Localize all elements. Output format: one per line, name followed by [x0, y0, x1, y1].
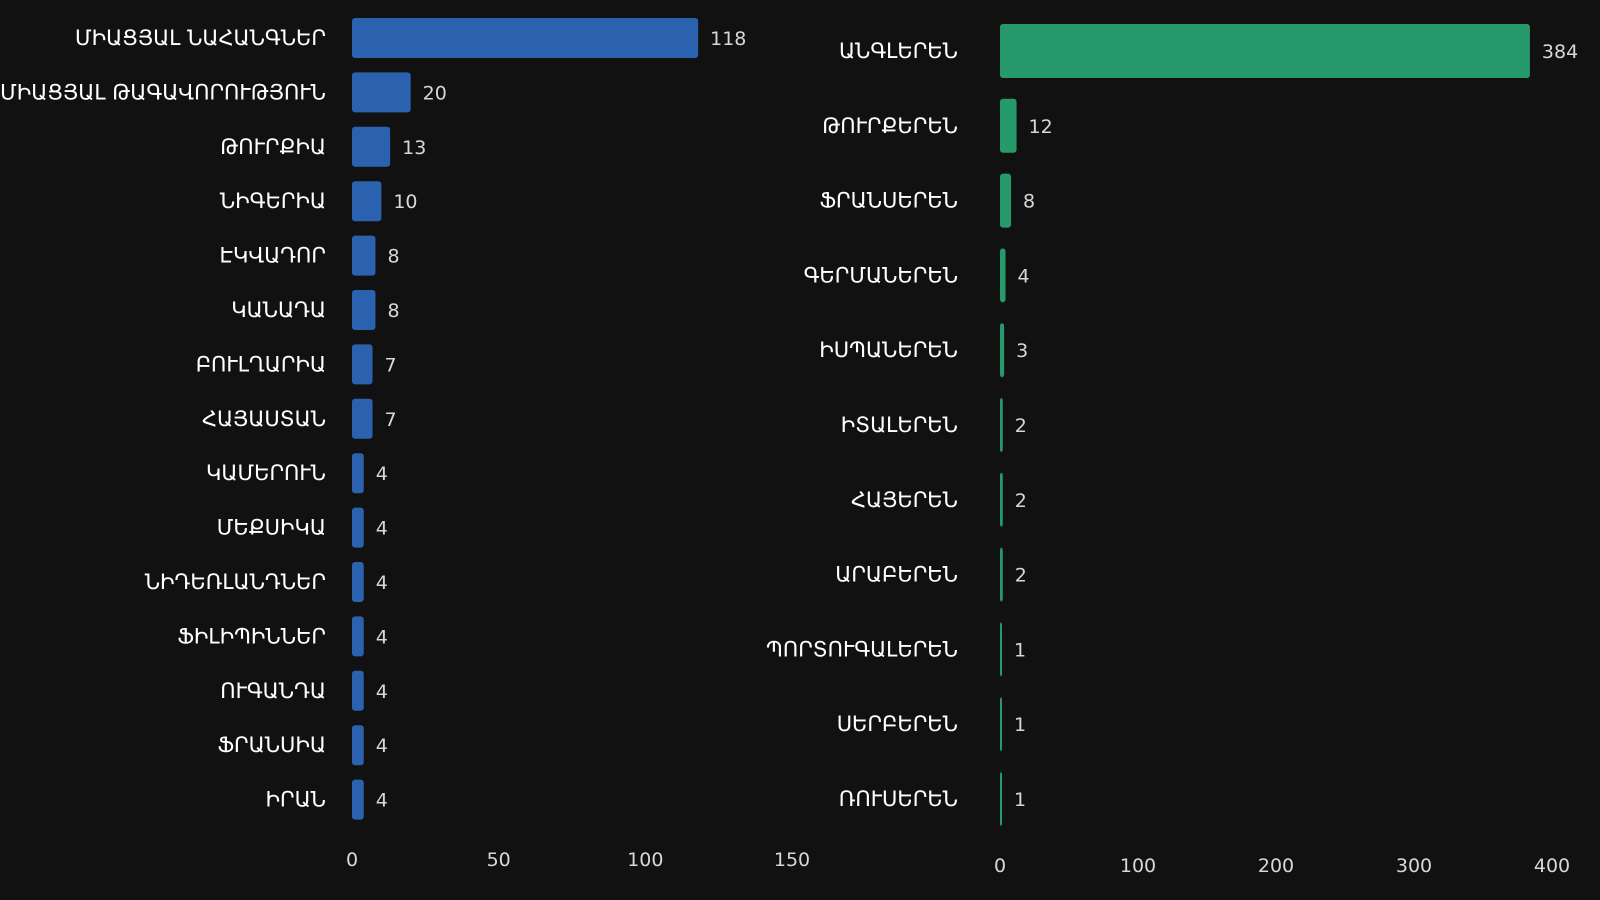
country-value-label: 7	[385, 354, 397, 376]
country-label: ՖԻԼԻՊԻՆՆԵՐ	[177, 624, 326, 648]
country-bar	[352, 398, 373, 439]
x-tick-label: 200	[1258, 855, 1294, 877]
country-bar	[352, 670, 364, 711]
language-value-label: 2	[1015, 565, 1027, 587]
country-label: ՈՒԳԱՆԴԱ	[220, 679, 326, 703]
country-bar	[352, 126, 391, 167]
country-bar	[352, 725, 364, 766]
language-value-label: 3	[1016, 340, 1028, 362]
country-label: ԲՈՒԼՂԱՐԻԱ	[196, 352, 326, 376]
country-bar	[352, 290, 376, 330]
country-value-label: 4	[376, 790, 388, 812]
x-tick-label: 100	[1120, 855, 1156, 877]
country-value-label: 4	[376, 626, 388, 648]
language-bar	[1000, 24, 1530, 78]
language-value-label: 4	[1018, 265, 1030, 287]
language-bar	[1000, 98, 1017, 153]
country-bar	[352, 562, 364, 602]
country-value-label: 10	[393, 191, 417, 213]
country-bar	[352, 507, 364, 548]
country-bar	[352, 779, 364, 820]
x-tick-label: 0	[346, 849, 358, 871]
country-label: ՖՐԱՆՍԻԱ	[217, 733, 326, 757]
language-label: ՍԵՐԲԵՐԵՆ	[837, 712, 958, 736]
x-tick-label: 400	[1534, 855, 1570, 877]
country-label: ՄԻԱՑՅԱԼ ՆԱՀԱՆԳՆԵՐ	[75, 26, 326, 50]
language-value-label: 384	[1542, 41, 1578, 63]
language-bar	[1000, 398, 1003, 452]
language-bar	[1000, 248, 1006, 303]
country-bar	[352, 235, 376, 276]
country-label: ԿԱՄԵՐՈՒՆ	[206, 461, 326, 485]
country-label: ՄԵՔՍԻԿԱ	[217, 516, 326, 540]
country-value-label: 8	[387, 300, 399, 322]
country-value-label: 7	[385, 409, 397, 431]
language-label: ՌՈՒՍԵՐԵՆ	[839, 787, 958, 811]
country-label: ՆԻԴԵՌԼԱՆԴՆԵՐ	[145, 570, 326, 594]
language-bar	[1000, 173, 1012, 228]
language-value-label: 1	[1014, 639, 1026, 661]
x-tick-label: 300	[1396, 855, 1432, 877]
language-value-label: 2	[1015, 415, 1027, 437]
country-value-label: 4	[376, 463, 388, 485]
language-value-label: 2	[1015, 490, 1027, 512]
country-value-label: 13	[402, 137, 426, 159]
x-tick-label: 0	[994, 855, 1006, 877]
language-bar	[1000, 472, 1003, 527]
language-bar	[1000, 323, 1005, 378]
x-tick-label: 100	[627, 849, 663, 871]
language-bar	[1000, 622, 1002, 677]
country-label: ԿԱՆԱԴԱ	[231, 298, 326, 322]
country-bar	[352, 453, 364, 494]
language-label: ՊՈՐՏՈՒԳԱԼԵՐԵՆ	[766, 637, 958, 661]
language-value-label: 8	[1023, 191, 1035, 213]
language-value-label: 1	[1014, 789, 1026, 811]
language-label: ՖՐԱՆՍԵՐԵՆ	[819, 189, 958, 213]
country-label: ԷԿՎԱԴՈՐ	[220, 244, 327, 268]
language-label: ՀԱՅԵՐԵՆ	[851, 488, 958, 512]
country-value-label: 8	[387, 246, 399, 268]
language-bar	[1000, 697, 1002, 752]
language-label: ԱՐԱԲԵՐԵՆ	[835, 563, 958, 587]
language-bar	[1000, 547, 1003, 602]
country-value-label: 4	[376, 681, 388, 703]
language-label: ԱՆԳԼԵՐԵՆ	[839, 39, 958, 63]
country-bar	[352, 72, 411, 113]
country-value-label: 20	[423, 82, 447, 104]
country-label: ՄԻԱՑՅԱԼ ԹԱԳԱՎՈՐՈՒԹՅՈՒՆ	[0, 80, 326, 104]
language-label: ԳԵՐՄԱՆԵՐԵՆ	[804, 263, 958, 287]
countries-bar-chart: ՄԻԱՑՅԱԼ ՆԱՀԱՆԳՆԵՐ 118 ՄԻԱՑՅԱԼ ԹԱԳԱՎՈՐՈՒԹՅՈ…	[0, 18, 810, 871]
country-value-label: 118	[710, 28, 746, 50]
language-value-label: 12	[1029, 116, 1053, 138]
language-bar	[1000, 772, 1002, 826]
language-value-label: 1	[1014, 714, 1026, 736]
country-label: ՀԱՅԱՍՏԱՆ	[202, 407, 326, 431]
language-label: ԻՏԱԼԵՐԵՆ	[841, 413, 958, 437]
country-value-label: 4	[376, 572, 388, 594]
country-bar	[352, 344, 373, 385]
country-label: ԻՐԱՆ	[266, 788, 326, 812]
country-value-label: 4	[376, 735, 388, 757]
country-bar	[352, 18, 699, 58]
x-tick-label: 50	[487, 849, 511, 871]
country-value-label: 4	[376, 518, 388, 540]
x-tick-label: 150	[774, 849, 810, 871]
country-label: ՆԻԳԵՐԻԱ	[220, 189, 326, 213]
language-label: ԻՍՊԱՆԵՐԵՆ	[819, 338, 958, 362]
country-bar	[352, 181, 382, 222]
country-label: ԹՈՒՐՔԻԱ	[220, 135, 326, 159]
language-label: ԹՈՒՐՔԵՐԵՆ	[822, 114, 958, 138]
country-bar	[352, 616, 364, 657]
